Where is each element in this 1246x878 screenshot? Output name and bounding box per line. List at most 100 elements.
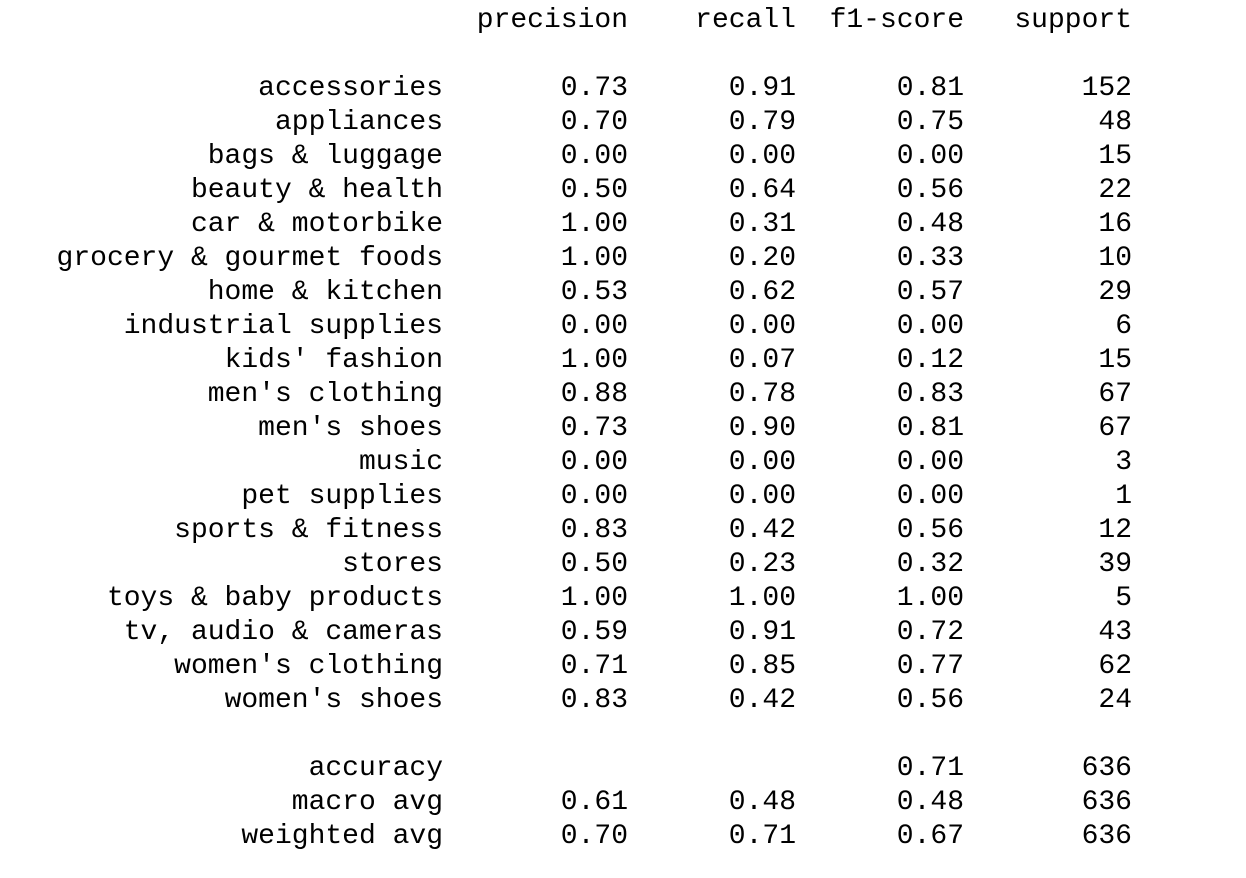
table-row: pet supplies 0.00 0.00 0.00 1 bbox=[0, 480, 1246, 514]
precision-value: 0.50 bbox=[560, 549, 628, 580]
support-value: 24 bbox=[1098, 685, 1132, 716]
f1-score-value: 0.12 bbox=[896, 345, 964, 376]
recall-value: 0.31 bbox=[728, 209, 796, 240]
recall-value: 0.64 bbox=[728, 175, 796, 206]
row-label: tv, audio & cameras bbox=[123, 617, 443, 648]
precision-value: 0.70 bbox=[560, 107, 628, 138]
f1-score-value: 0.81 bbox=[896, 73, 964, 104]
support-value: 29 bbox=[1098, 277, 1132, 308]
support-value: 6 bbox=[1115, 311, 1132, 342]
table-row: home & kitchen 0.53 0.62 0.57 29 bbox=[0, 276, 1246, 310]
table-row: beauty & health 0.50 0.64 0.56 22 bbox=[0, 174, 1246, 208]
recall-value: 0.20 bbox=[728, 243, 796, 274]
row-label: bags & luggage bbox=[207, 141, 443, 172]
f1-score-value: 0.00 bbox=[896, 141, 964, 172]
precision-value: 0.00 bbox=[560, 481, 628, 512]
precision-value: 0.50 bbox=[560, 175, 628, 206]
recall-value: 0.48 bbox=[728, 787, 796, 818]
f1-score-value: 0.00 bbox=[896, 481, 964, 512]
table-row: toys & baby products 1.00 1.00 1.00 5 bbox=[0, 582, 1246, 616]
f1-score-value: 0.56 bbox=[896, 175, 964, 206]
precision-value: 0.00 bbox=[560, 311, 628, 342]
table-row: stores 0.50 0.23 0.32 39 bbox=[0, 548, 1246, 582]
row-label: car & motorbike bbox=[190, 209, 443, 240]
recall-value: 0.85 bbox=[728, 651, 796, 682]
f1-score-value: 1.00 bbox=[896, 583, 964, 614]
support-value: 43 bbox=[1098, 617, 1132, 648]
table-row: sports & fitness 0.83 0.42 0.56 12 bbox=[0, 514, 1246, 548]
table-row: car & motorbike 1.00 0.31 0.48 16 bbox=[0, 208, 1246, 242]
support-value: 67 bbox=[1098, 413, 1132, 444]
row-label: toys & baby products bbox=[106, 583, 443, 614]
precision-value: 0.53 bbox=[560, 277, 628, 308]
precision-value: 0.73 bbox=[560, 413, 628, 444]
recall-value: 0.00 bbox=[728, 447, 796, 478]
summary-row: macro avg 0.61 0.48 0.48 636 bbox=[0, 786, 1246, 820]
support-value: 152 bbox=[1081, 73, 1132, 104]
recall-value: 0.42 bbox=[728, 685, 796, 716]
f1-score-value: 0.48 bbox=[896, 209, 964, 240]
table-row: men's clothing 0.88 0.78 0.83 67 bbox=[0, 378, 1246, 412]
recall-value: 0.71 bbox=[728, 821, 796, 852]
support-value: 12 bbox=[1098, 515, 1132, 546]
support-value: 62 bbox=[1098, 651, 1132, 682]
row-label: accessories bbox=[258, 73, 443, 104]
f1-score-value: 0.48 bbox=[896, 787, 964, 818]
precision-value: 0.83 bbox=[560, 515, 628, 546]
row-label: macro avg bbox=[291, 787, 443, 818]
row-label: home & kitchen bbox=[207, 277, 443, 308]
recall-value: 0.42 bbox=[728, 515, 796, 546]
table-row: music 0.00 0.00 0.00 3 bbox=[0, 446, 1246, 480]
f1-score-value: 0.56 bbox=[896, 515, 964, 546]
precision-value: 0.70 bbox=[560, 821, 628, 852]
table-row: accessories 0.73 0.91 0.81 152 bbox=[0, 72, 1246, 106]
precision-value: 1.00 bbox=[560, 243, 628, 274]
row-label: beauty & health bbox=[190, 175, 443, 206]
f1-score-value: 0.75 bbox=[896, 107, 964, 138]
support-value: 16 bbox=[1098, 209, 1132, 240]
row-label: men's shoes bbox=[258, 413, 443, 444]
f1-score-value: 0.57 bbox=[896, 277, 964, 308]
f1-score-value: 0.56 bbox=[896, 685, 964, 716]
support-value: 1 bbox=[1115, 481, 1132, 512]
recall-value: 0.07 bbox=[728, 345, 796, 376]
recall-value: 0.23 bbox=[728, 549, 796, 580]
precision-value: 1.00 bbox=[560, 209, 628, 240]
f1-score-value: 0.77 bbox=[896, 651, 964, 682]
header-recall: recall bbox=[695, 5, 796, 36]
row-label: pet supplies bbox=[241, 481, 443, 512]
support-value: 39 bbox=[1098, 549, 1132, 580]
row-label: women's clothing bbox=[174, 651, 443, 682]
recall-value: 0.91 bbox=[728, 73, 796, 104]
row-label: stores bbox=[342, 549, 443, 580]
table-row: industrial supplies 0.00 0.00 0.00 6 bbox=[0, 310, 1246, 344]
precision-value: 1.00 bbox=[560, 345, 628, 376]
row-label: grocery & gourmet foods bbox=[56, 243, 443, 274]
row-label: men's clothing bbox=[207, 379, 443, 410]
row-label: women's shoes bbox=[224, 685, 443, 716]
f1-score-value: 0.71 bbox=[896, 753, 964, 784]
f1-score-value: 0.00 bbox=[896, 447, 964, 478]
recall-value: 0.79 bbox=[728, 107, 796, 138]
f1-score-value: 0.83 bbox=[896, 379, 964, 410]
support-value: 22 bbox=[1098, 175, 1132, 206]
support-value: 48 bbox=[1098, 107, 1132, 138]
recall-value: 0.91 bbox=[728, 617, 796, 648]
recall-value: 0.78 bbox=[728, 379, 796, 410]
row-label: industrial supplies bbox=[123, 311, 443, 342]
f1-score-value: 0.33 bbox=[896, 243, 964, 274]
recall-value: 0.00 bbox=[728, 141, 796, 172]
summary-row: accuracy 0.71 636 bbox=[0, 752, 1246, 786]
table-row: appliances 0.70 0.79 0.75 48 bbox=[0, 106, 1246, 140]
row-label: accuracy bbox=[308, 753, 443, 784]
f1-score-value: 0.67 bbox=[896, 821, 964, 852]
table-row: women's shoes 0.83 0.42 0.56 24 bbox=[0, 684, 1246, 718]
table-row: bags & luggage 0.00 0.00 0.00 15 bbox=[0, 140, 1246, 174]
f1-score-value: 0.32 bbox=[896, 549, 964, 580]
support-value: 636 bbox=[1081, 821, 1132, 852]
support-value: 5 bbox=[1115, 583, 1132, 614]
f1-score-value: 0.00 bbox=[896, 311, 964, 342]
recall-value: 0.90 bbox=[728, 413, 796, 444]
row-label: appliances bbox=[274, 107, 443, 138]
recall-value: 1.00 bbox=[728, 583, 796, 614]
